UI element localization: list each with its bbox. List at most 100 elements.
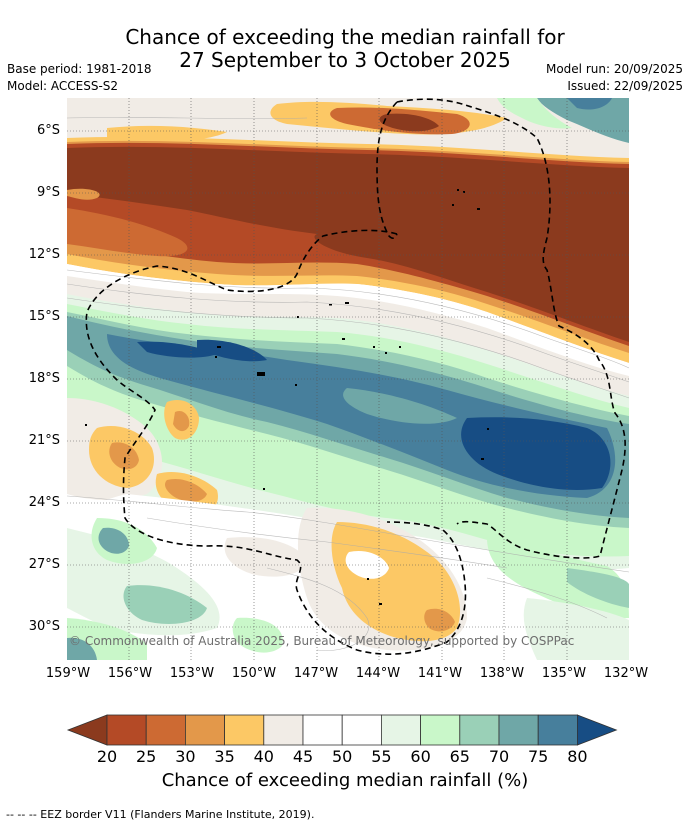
contour-line — [266, 567, 370, 651]
colorbar-cell — [106, 714, 147, 746]
colorbar-cell — [224, 714, 265, 746]
island — [217, 346, 221, 348]
map-title-line1: Chance of exceeding the median rainfall … — [125, 25, 565, 49]
region-dry-band-pale-west — [67, 188, 100, 200]
island — [379, 603, 382, 605]
region-south-east-green — [487, 538, 629, 619]
lat-label-24s: 24°S — [28, 495, 60, 510]
lon-label-150w: 150°W — [231, 666, 277, 681]
lon-label-138w: 138°W — [479, 666, 525, 681]
lon-label-159w: 159°W — [45, 666, 91, 681]
region-moist-dark-blue-east — [461, 417, 611, 491]
region-sw-orange-b — [173, 410, 190, 432]
region-moist-dark-blue-west — [137, 341, 217, 358]
colorbar-tick-label: 65 — [449, 747, 470, 766]
region-south-sage-c — [232, 617, 283, 653]
graticule — [67, 98, 629, 660]
region-dry-band-orange-lobe — [67, 208, 188, 257]
lon-label-144w: 144°W — [355, 666, 401, 681]
colorbar-tick-label: 50 — [332, 747, 353, 766]
colorbar-cell — [263, 714, 304, 746]
contour-line — [67, 297, 629, 399]
colorbar-tick-label: 60 — [410, 747, 431, 766]
model-name: Model: ACCESS-S2 — [7, 79, 119, 93]
eez-border-marquesas — [396, 98, 626, 559]
colorbar-cell — [302, 714, 343, 746]
colorbar-title: Chance of exceeding median rainfall (%) — [161, 770, 529, 791]
colorbar-tick-label: 25 — [136, 747, 157, 766]
region-north-dark — [379, 113, 439, 132]
region-sw-orange — [109, 442, 139, 470]
region-moist-blue-patch — [197, 339, 267, 362]
lon-label-141w: 141°W — [417, 666, 463, 681]
island — [452, 204, 454, 206]
colorbar-cell — [341, 714, 382, 746]
colorbar-tick-label: 55 — [371, 747, 392, 766]
region-transition-white — [67, 264, 629, 378]
contour-line — [67, 269, 629, 369]
island — [373, 346, 375, 348]
colorbar-tick-label: 45 — [292, 747, 314, 766]
island — [367, 578, 369, 580]
region-transition-pale — [67, 276, 629, 398]
region-north-blue — [567, 98, 612, 110]
colorbar-cell — [459, 714, 500, 746]
island — [477, 208, 480, 210]
island — [487, 428, 489, 430]
islands — [85, 189, 489, 605]
eez-source-note: -- -- -- EEZ border V11 (Flanders Marine… — [6, 808, 315, 821]
colorbar-cell — [380, 714, 421, 746]
region-south-orange-blob — [424, 608, 455, 632]
contour-line — [146, 517, 508, 569]
region-south-sage — [123, 585, 207, 624]
lat-label-6s: 6°S — [36, 123, 60, 138]
island — [215, 356, 217, 358]
lat-label-9s: 9°S — [36, 185, 60, 200]
lon-label-132w: 132°W — [603, 666, 649, 681]
colorbar-cell — [498, 714, 539, 746]
island — [85, 424, 87, 426]
colorbar-tick-label: 80 — [567, 747, 588, 766]
lon-label-156w: 156°W — [107, 666, 153, 681]
colorbar-tick-label: 35 — [214, 747, 235, 766]
issued-date: Issued: 22/09/2025 — [567, 79, 683, 93]
region-south-teal-b — [67, 637, 97, 660]
colorbar-cells — [66, 714, 618, 746]
colorbar-extend-high — [577, 714, 618, 746]
island — [295, 384, 297, 386]
contour-line — [67, 117, 308, 119]
colorbar-cell — [145, 714, 186, 746]
island — [345, 302, 349, 304]
island — [457, 189, 459, 191]
eez-borders — [85, 98, 626, 655]
island — [329, 304, 332, 306]
model-run: Model run: 20/09/2025 — [545, 62, 683, 76]
lon-label-153w: 153°W — [169, 666, 215, 681]
region-north-green — [497, 98, 572, 129]
colorbar — [66, 714, 618, 746]
lat-label-12s: 12°S — [28, 247, 60, 262]
region-south-teal — [98, 527, 129, 554]
region-south-east-pale — [523, 598, 629, 660]
island — [342, 338, 345, 340]
contour-lines — [67, 117, 629, 651]
colorbar-tick-label: 70 — [488, 747, 510, 766]
colorbar-tick-label: 40 — [253, 747, 274, 766]
island — [257, 372, 265, 376]
lon-label-147w: 147°W — [293, 666, 339, 681]
rainfall-probability-map — [67, 98, 629, 660]
colorbar-cell — [185, 714, 226, 746]
island — [463, 191, 465, 193]
island — [481, 458, 484, 460]
region-sw-pale-b — [224, 537, 307, 577]
map-title-line2: 27 September to 3 October 2025 — [179, 48, 511, 72]
region-north-teal — [537, 98, 629, 143]
colorbar-extend-low — [66, 714, 108, 746]
island — [263, 488, 265, 490]
region-sw-orange-c — [165, 478, 207, 502]
island — [385, 352, 387, 354]
lat-label-18s: 18°S — [28, 371, 60, 386]
region-dry-band-dark — [67, 146, 629, 342]
colorbar-cell — [420, 714, 461, 746]
colorbar-tick-label: 30 — [175, 747, 196, 766]
